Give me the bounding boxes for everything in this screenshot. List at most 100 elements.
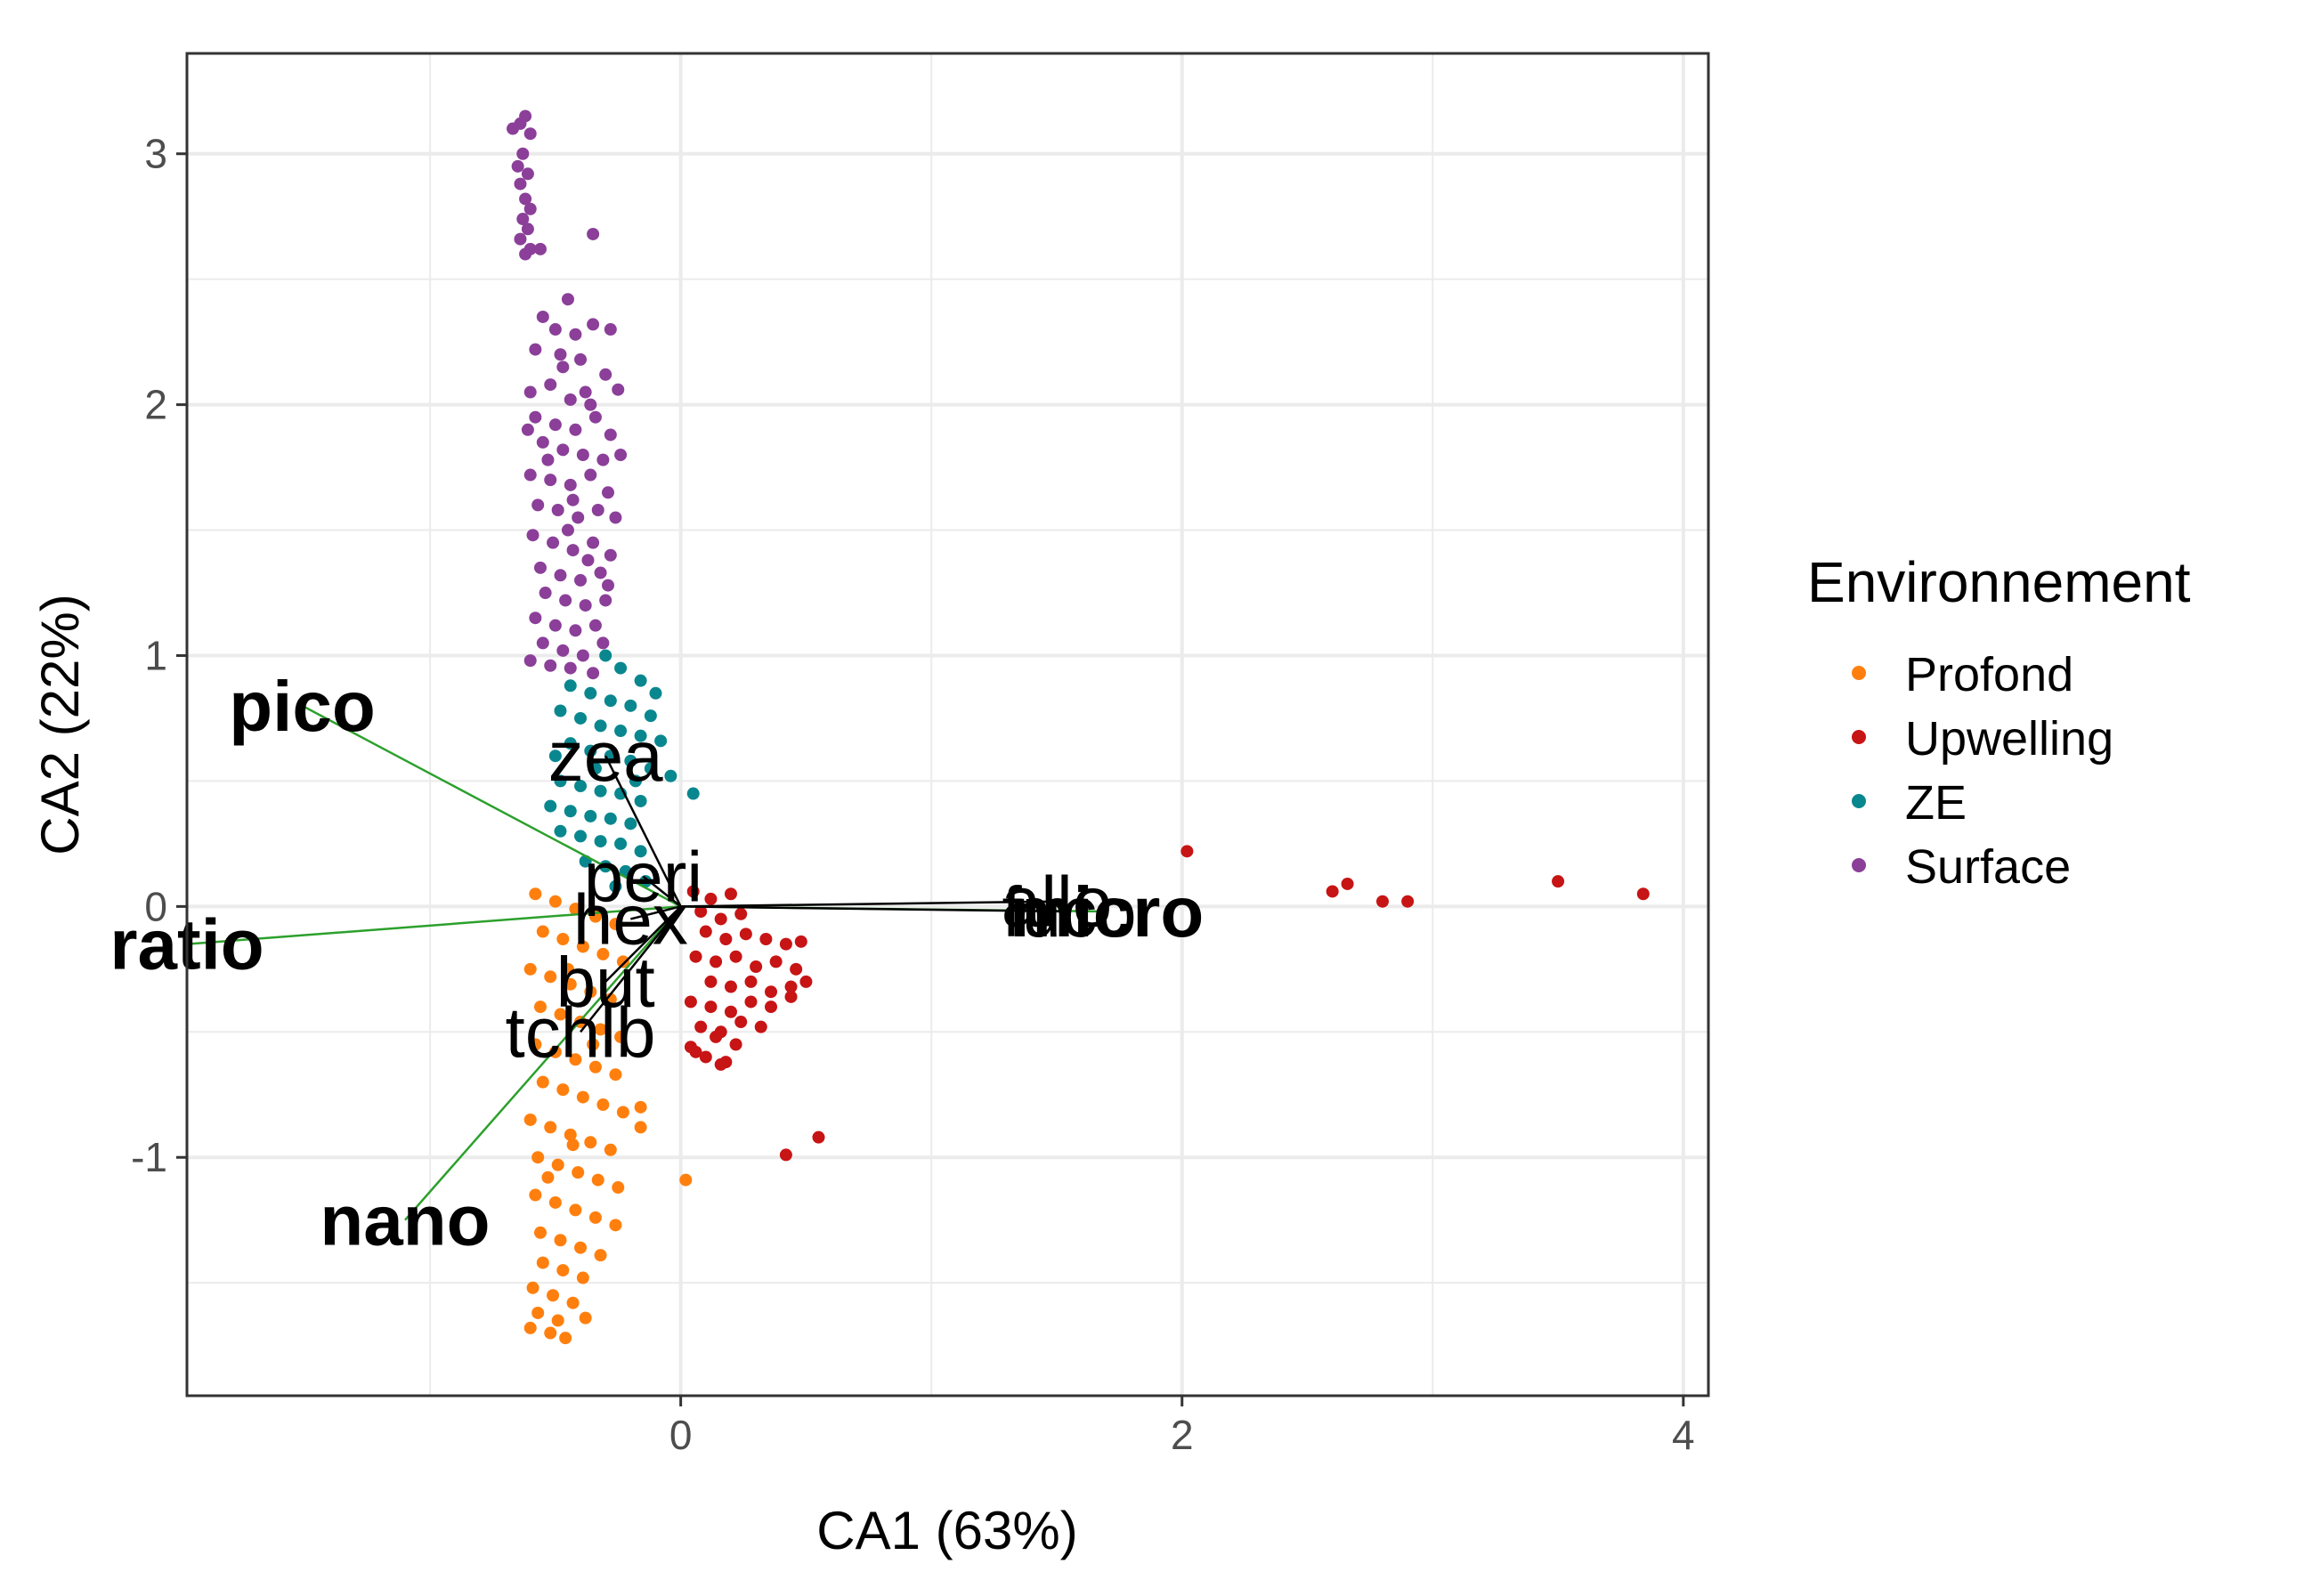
- legend-label-ze: ZE: [1905, 776, 1967, 830]
- data-point: [564, 478, 577, 491]
- series-ze: [544, 649, 700, 893]
- data-point: [576, 1090, 589, 1104]
- data-point: [521, 167, 534, 181]
- variable-labels-layer: picorationanomicrofucoallozeaperihexbutt…: [110, 667, 1204, 1260]
- data-point: [644, 709, 657, 723]
- data-point: [634, 1100, 647, 1114]
- grid-major: [187, 53, 1708, 1396]
- data-point: [564, 679, 577, 693]
- data-point: [588, 410, 602, 424]
- data-point: [634, 1121, 647, 1134]
- data-point: [729, 950, 742, 963]
- y-tick-label: 3: [144, 131, 167, 177]
- data-point: [569, 328, 582, 341]
- data-point: [569, 423, 582, 436]
- plot-panel: [187, 53, 1708, 1396]
- data-point: [629, 774, 642, 788]
- data-point: [574, 830, 588, 843]
- variable-label-tchlb: tchlb: [506, 992, 656, 1072]
- x-tick-label: 2: [1171, 1412, 1194, 1458]
- data-point: [531, 1306, 545, 1319]
- data-point: [569, 1053, 582, 1066]
- data-point: [536, 925, 549, 938]
- data-point: [1341, 877, 1354, 890]
- data-point: [784, 990, 798, 1003]
- data-point: [564, 1128, 577, 1141]
- data-point: [561, 293, 574, 306]
- data-point: [566, 1296, 580, 1309]
- data-point: [624, 754, 637, 767]
- data-point: [536, 435, 549, 449]
- data-point: [529, 343, 542, 356]
- x-tick-label: 4: [1672, 1412, 1695, 1458]
- data-point: [574, 780, 588, 793]
- data-point: [639, 875, 653, 888]
- variable-label-fuco: fuco: [1002, 872, 1136, 952]
- data-point: [602, 579, 615, 592]
- data-point: [588, 762, 602, 775]
- data-point: [572, 511, 585, 524]
- data-point: [634, 729, 647, 742]
- data-point: [779, 1148, 792, 1162]
- data-point: [564, 805, 577, 818]
- data-point: [523, 962, 537, 976]
- data-point: [624, 817, 637, 830]
- x-tick-label: 0: [669, 1412, 693, 1458]
- data-point: [531, 1151, 545, 1164]
- data-point: [596, 636, 610, 650]
- data-point: [729, 1038, 742, 1051]
- data-point: [614, 837, 628, 850]
- data-point: [614, 1030, 628, 1043]
- data-point: [587, 227, 600, 240]
- data-point: [649, 686, 662, 700]
- data-point: [544, 970, 557, 984]
- data-point: [574, 352, 588, 366]
- data-point: [544, 1121, 557, 1134]
- variable-label-peri: peri: [584, 838, 702, 917]
- data-point: [704, 892, 718, 905]
- data-point: [754, 1020, 767, 1033]
- data-point: [587, 536, 600, 549]
- data-point: [739, 928, 752, 941]
- data-point: [599, 594, 612, 607]
- data-point: [699, 925, 712, 938]
- data-point: [654, 734, 668, 748]
- data-point: [581, 554, 595, 567]
- data-point: [686, 885, 700, 898]
- data-point: [599, 368, 612, 381]
- data-point: [564, 393, 577, 406]
- legend-label-upwelling: Upwelling: [1905, 712, 2113, 766]
- data-point: [544, 799, 557, 813]
- data-point: [556, 361, 570, 374]
- data-point: [604, 548, 617, 562]
- data-point: [694, 904, 708, 918]
- data-point: [609, 879, 622, 893]
- data-point: [609, 511, 622, 524]
- data-point: [548, 323, 562, 336]
- data-point: [679, 1173, 693, 1187]
- data-point: [604, 323, 617, 336]
- data-point: [1552, 875, 1565, 888]
- data-point: [699, 1050, 712, 1064]
- data-point: [533, 242, 547, 255]
- data-point: [559, 594, 572, 607]
- data-point: [616, 1106, 629, 1119]
- data-point: [521, 223, 534, 236]
- arrow-peri: [642, 875, 682, 908]
- data-point: [554, 824, 567, 838]
- data-point: [689, 950, 702, 963]
- data-point: [734, 1016, 748, 1029]
- data-point: [612, 1181, 625, 1195]
- data-point: [704, 1001, 718, 1014]
- data-point: [544, 1326, 557, 1340]
- data-point: [604, 428, 617, 442]
- data-point: [710, 1030, 723, 1043]
- data-point: [719, 932, 733, 945]
- data-point: [1401, 895, 1415, 908]
- data-point: [576, 448, 589, 461]
- legend: Environnement Profond Upwelling ZE Surface: [1807, 550, 2191, 894]
- arrow-nano: [404, 905, 682, 1221]
- data-point: [587, 318, 600, 331]
- y-tick-label: 0: [144, 883, 167, 929]
- arrow-hex: [630, 905, 681, 920]
